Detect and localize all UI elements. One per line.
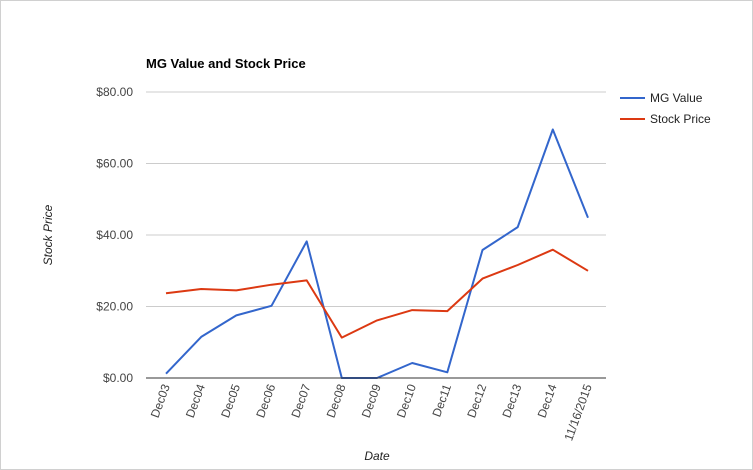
x-tick-label: Dec05	[218, 382, 243, 420]
series-line	[165, 248, 589, 339]
y-tick-label: $60.00	[96, 157, 133, 171]
legend-label: Stock Price	[650, 112, 711, 126]
y-axis-ticks: $0.00 $20.00 $40.00 $60.00 $80.00	[96, 85, 133, 385]
x-tick-label: Dec13	[499, 382, 524, 420]
x-tick-label: Dec14	[535, 382, 560, 420]
x-tick-label: Dec11	[429, 382, 454, 419]
x-tick-label: Dec06	[253, 382, 278, 420]
series-line	[165, 128, 589, 379]
x-tick-label: Dec04	[183, 382, 208, 420]
x-axis-ticks: Dec03 Dec04 Dec05 Dec06 Dec07 Dec08 Dec09 Dec10…	[148, 382, 595, 443]
series-lines	[165, 128, 589, 379]
x-axis-title: Date	[364, 449, 390, 463]
y-axis-title: Stock Price	[41, 204, 55, 265]
legend-label: MG Value	[650, 91, 703, 105]
y-tick-label: $20.00	[96, 300, 133, 314]
x-tick-label: 11/16/2015	[561, 382, 595, 443]
gridlines	[146, 91, 606, 307]
legend: MG Value Stock Price	[620, 91, 711, 126]
y-tick-label: $0.00	[103, 371, 133, 385]
x-tick-label: Dec10	[394, 382, 419, 420]
y-tick-label: $80.00	[96, 85, 133, 99]
x-tick-label: Dec03	[148, 382, 173, 420]
x-tick-label: Dec08	[324, 382, 349, 420]
x-tick-label: Dec07	[288, 382, 313, 420]
x-tick-label: Dec12	[464, 382, 489, 420]
x-tick-label: Dec09	[359, 382, 384, 420]
chart-title: MG Value and Stock Price	[146, 56, 306, 71]
y-tick-label: $40.00	[96, 228, 133, 242]
